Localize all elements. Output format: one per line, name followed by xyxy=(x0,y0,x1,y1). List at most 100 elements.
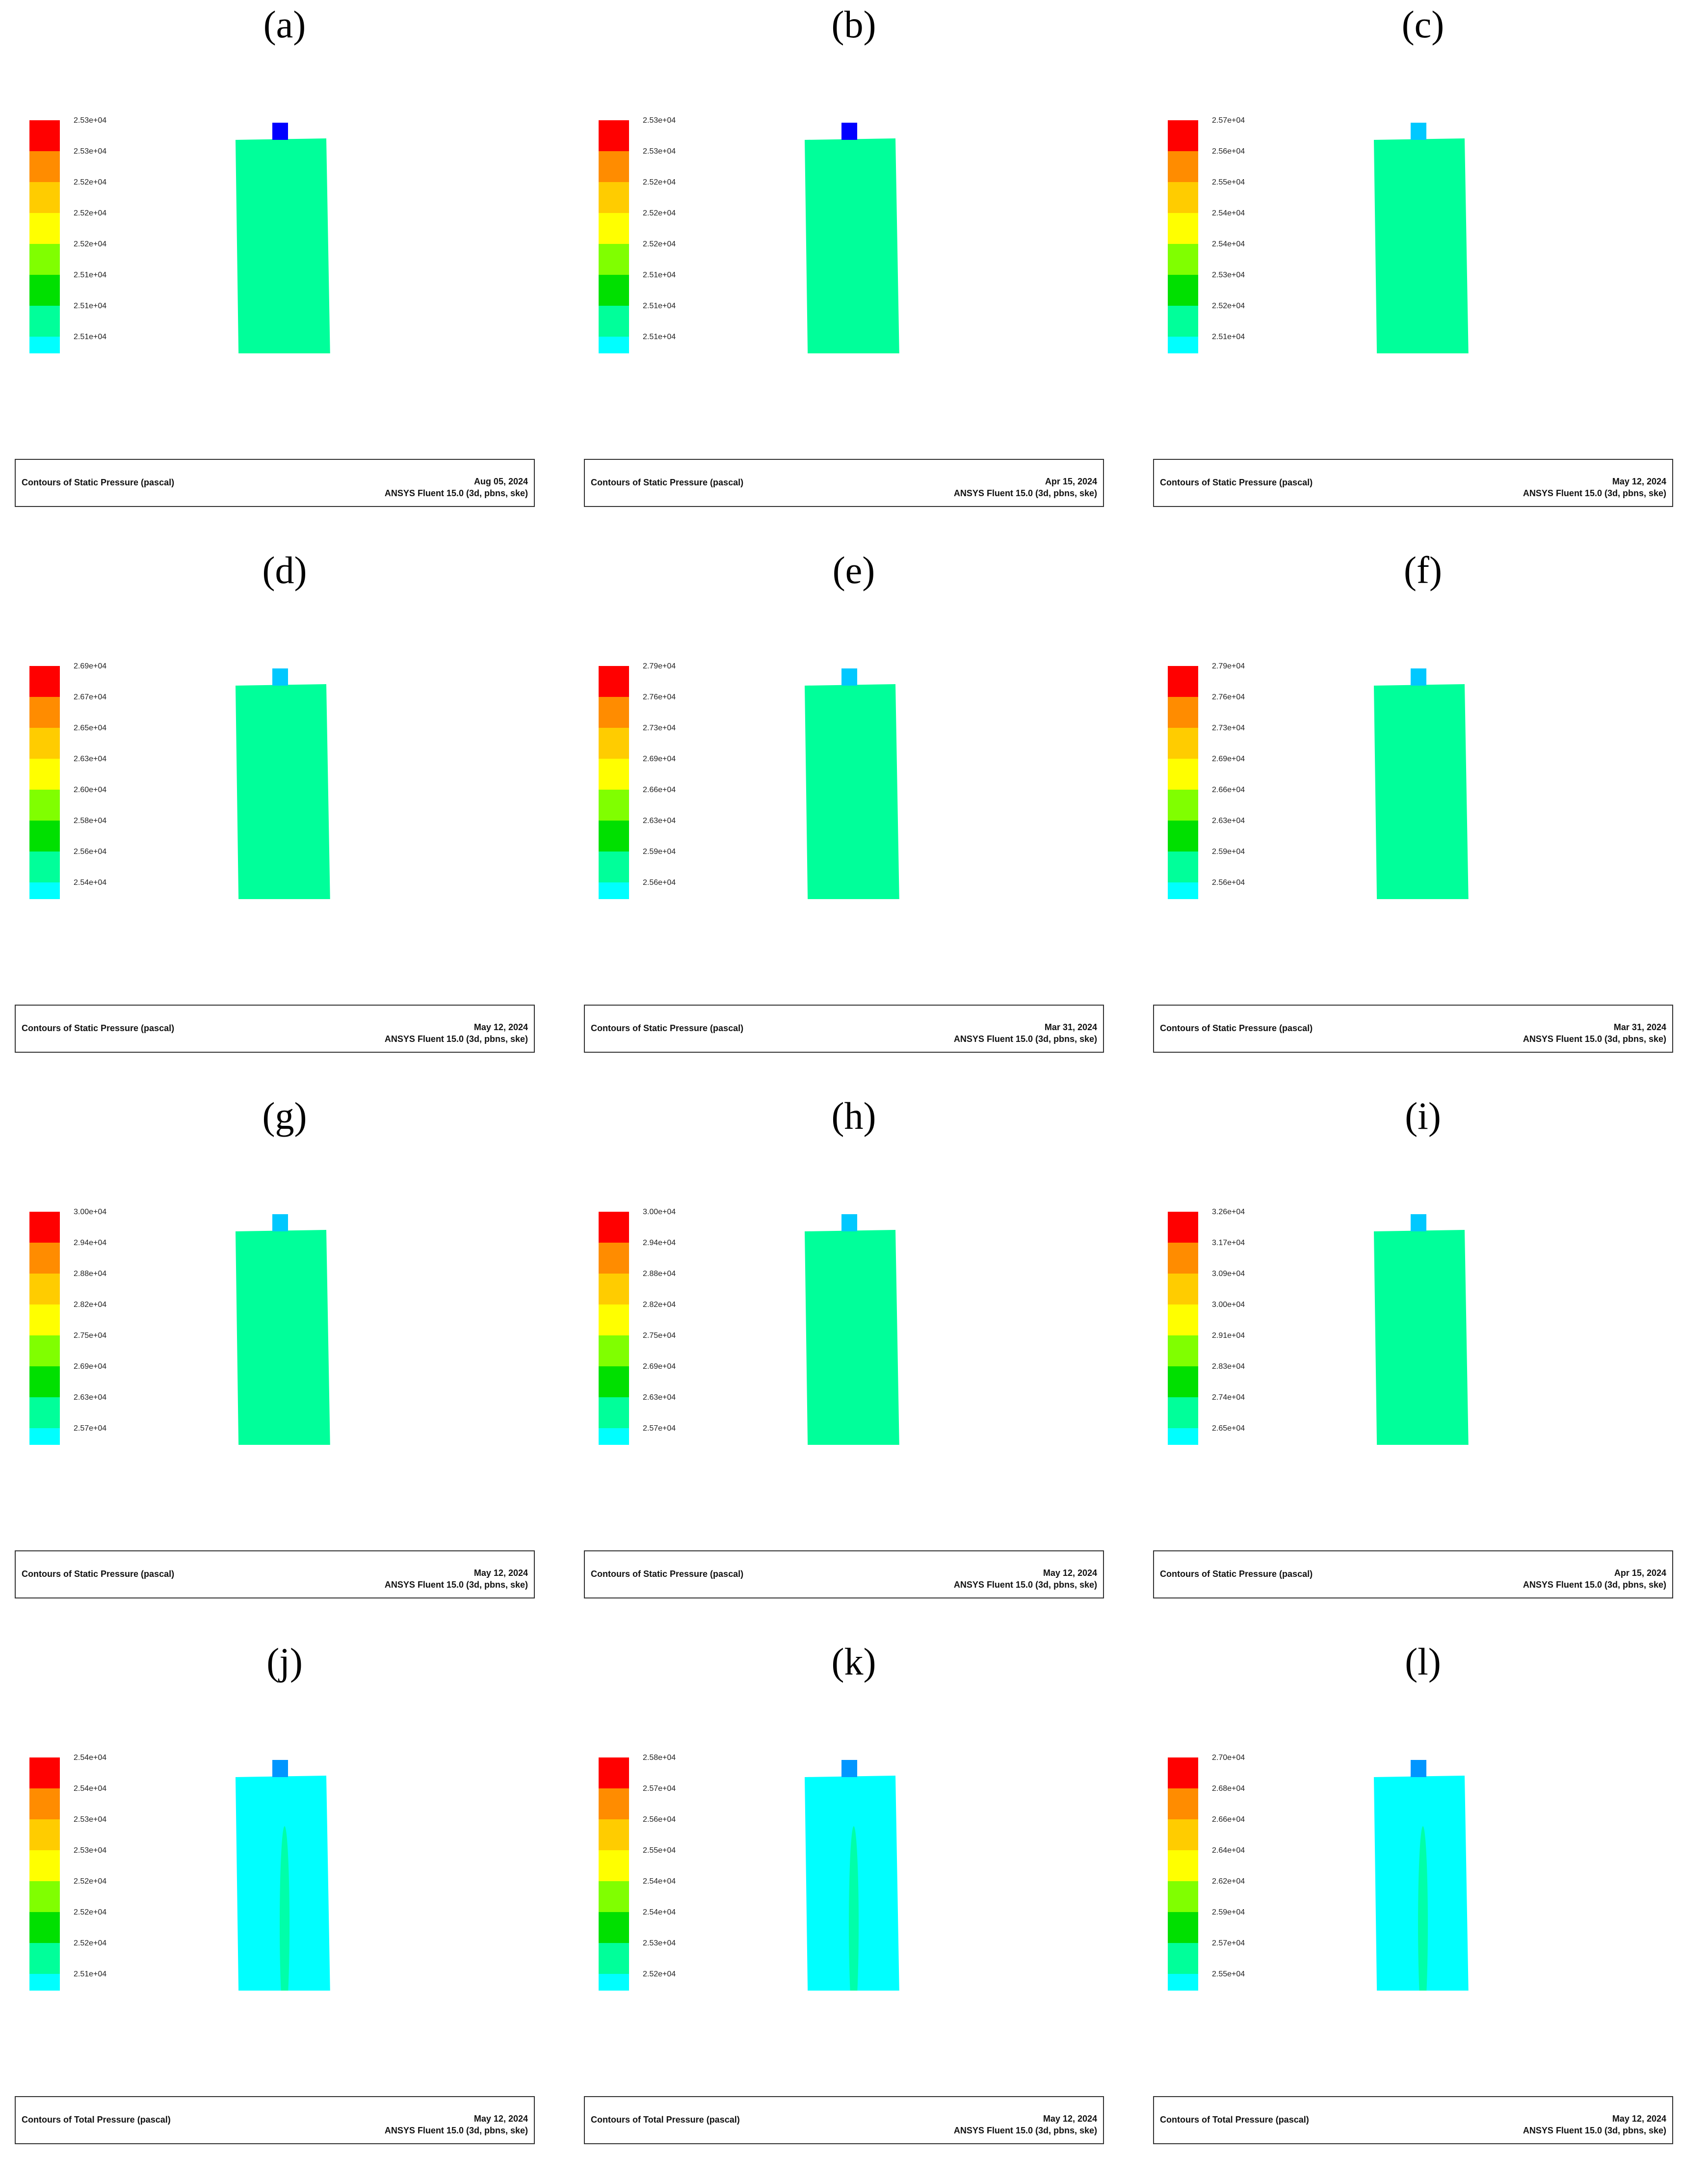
contour-plot: 2.54e+04 2.54e+04 2.53e+04 2.53e+04 2.52e+04… xyxy=(29,1754,330,1991)
inlet-nozzle xyxy=(1411,123,1426,140)
legend-tick-label: 2.63e+04 xyxy=(1212,817,1245,825)
legend-tick-label: 2.66e+04 xyxy=(1212,1815,1245,1824)
legend-tick-label: 2.94e+04 xyxy=(643,1239,676,1247)
inlet-nozzle xyxy=(272,668,288,686)
legend-tick-label: 2.53e+04 xyxy=(74,147,106,156)
legend-tick-label: 2.64e+04 xyxy=(1212,1846,1245,1855)
legend-tick-label: 2.60e+04 xyxy=(74,786,106,794)
flow-plume xyxy=(280,1826,289,1991)
legend-tick-label: 2.63e+04 xyxy=(74,755,106,763)
legend-color-block xyxy=(29,1757,60,1788)
run-date: Apr 15, 2024 xyxy=(1614,1568,1666,1578)
legend-tick-label: 2.91e+04 xyxy=(1212,1331,1245,1340)
run-date: Aug 05, 2024 xyxy=(473,477,528,486)
legend-color-block xyxy=(1168,1335,1198,1366)
contour-title: Contours of Total Pressure (pascal) xyxy=(1160,2115,1309,2125)
legend-color-block xyxy=(1168,1881,1198,1912)
panel-b: (b) 2.53e+04 2.53e+04 2.52e+04 2.52e+04 2.52e… xyxy=(569,0,1138,545)
legend-color-block xyxy=(599,882,629,899)
legend-color-block xyxy=(29,1974,60,1991)
legend-color-block xyxy=(599,1850,629,1881)
legend-tick-label: 2.76e+04 xyxy=(1212,693,1245,701)
legend-color-block xyxy=(1168,852,1198,882)
legend-color-block xyxy=(599,244,629,275)
legend-tick-label: 2.58e+04 xyxy=(74,817,106,825)
legend-tick-label: 3.26e+04 xyxy=(1212,1208,1245,1216)
contour-title: Contours of Static Pressure (pascal) xyxy=(22,478,175,487)
panel-label: (f) xyxy=(1404,549,1442,591)
legend-color-block xyxy=(1168,790,1198,821)
legend-tick-label: 2.54e+04 xyxy=(74,878,106,887)
inlet-nozzle xyxy=(841,123,857,140)
legend-color-block xyxy=(29,151,60,182)
legend-color-block xyxy=(29,1912,60,1943)
legend-tick-label: 2.56e+04 xyxy=(643,878,676,887)
plot-info-box: Contours of Static Pressure (pascal) Mar … xyxy=(1153,1005,1673,1053)
legend-color-block xyxy=(599,1243,629,1274)
legend-tick-label: 2.69e+04 xyxy=(643,755,676,763)
legend-color-block xyxy=(29,666,60,697)
software-version: ANSYS Fluent 15.0 (3d, pbns, ske) xyxy=(1523,1580,1666,1590)
legend-tick-label: 2.51e+04 xyxy=(643,302,676,310)
contour-figure: 2.58e+04 2.57e+04 2.56e+04 2.55e+04 2.54e+04… xyxy=(569,1735,1138,2167)
panel-label: (l) xyxy=(1405,1640,1441,1683)
contour-title: Contours of Static Pressure (pascal) xyxy=(591,478,744,487)
legend-tick-label: 2.63e+04 xyxy=(643,1393,676,1402)
legend-tick-label: 2.79e+04 xyxy=(1212,662,1245,670)
legend-tick-label: 2.62e+04 xyxy=(1212,1877,1245,1886)
chamber-body xyxy=(1374,138,1469,353)
legend-tick-label: 2.79e+04 xyxy=(643,662,676,670)
contour-plot: 2.79e+04 2.76e+04 2.73e+04 2.69e+04 2.66e+04… xyxy=(599,662,899,899)
legend-color-block xyxy=(29,244,60,275)
legend-color-block xyxy=(1168,1850,1198,1881)
software-version: ANSYS Fluent 15.0 (3d, pbns, ske) xyxy=(1523,2126,1666,2135)
legend-tick-label: 2.51e+04 xyxy=(1212,333,1245,341)
plot-info-box: Contours of Static Pressure (pascal) Aug … xyxy=(15,459,535,507)
legend-color-block xyxy=(1168,1819,1198,1850)
legend-color-block xyxy=(1168,1912,1198,1943)
legend-tick-label: 2.57e+04 xyxy=(74,1424,106,1433)
software-version: ANSYS Fluent 15.0 (3d, pbns, ske) xyxy=(384,2126,528,2135)
legend-tick-label: 2.88e+04 xyxy=(643,1270,676,1278)
legend-tick-label: 2.67e+04 xyxy=(74,693,106,701)
run-date: Mar 31, 2024 xyxy=(1613,1022,1666,1032)
legend-color-block xyxy=(29,1428,60,1445)
legend-tick-label: 2.55e+04 xyxy=(1212,178,1245,186)
legend-tick-label: 2.54e+04 xyxy=(643,1877,676,1886)
inlet-nozzle xyxy=(272,123,288,140)
legend-color-block xyxy=(29,275,60,306)
legend-tick-label: 2.53e+04 xyxy=(74,1815,106,1824)
legend-tick-label: 2.73e+04 xyxy=(643,724,676,732)
legend-color-block xyxy=(599,1304,629,1335)
legend-color-block xyxy=(1168,182,1198,213)
contour-title: Contours of Total Pressure (pascal) xyxy=(22,2115,171,2125)
panel-label: (h) xyxy=(831,1094,876,1137)
legend-color-block xyxy=(599,275,629,306)
legend-color-block xyxy=(29,1943,60,1974)
chamber-body xyxy=(1374,1230,1469,1445)
plot-info-box: Contours of Total Pressure (pascal) May 1… xyxy=(1153,2096,1673,2144)
legend-color-block xyxy=(599,759,629,790)
legend-tick-label: 2.56e+04 xyxy=(74,848,106,856)
legend-tick-label: 2.53e+04 xyxy=(1212,271,1245,279)
contour-title: Contours of Static Pressure (pascal) xyxy=(22,1569,175,1579)
contour-figure: 2.69e+04 2.67e+04 2.65e+04 2.63e+04 2.60e+04… xyxy=(0,644,569,1076)
run-date: May 12, 2024 xyxy=(473,1568,528,1578)
contour-figure: 3.00e+04 2.94e+04 2.88e+04 2.82e+04 2.75e+04… xyxy=(569,1190,1138,1622)
contour-plot: 2.57e+04 2.56e+04 2.55e+04 2.54e+04 2.54e+04… xyxy=(1168,116,1469,353)
panel-label: (k) xyxy=(831,1640,876,1683)
chamber-body xyxy=(805,1230,899,1445)
run-date: May 12, 2024 xyxy=(473,2114,528,2124)
legend-color-block xyxy=(1168,1974,1198,1991)
legend-tick-label: 2.69e+04 xyxy=(1212,755,1245,763)
legend-tick-label: 2.52e+04 xyxy=(74,178,106,186)
contour-plot: 3.00e+04 2.94e+04 2.88e+04 2.82e+04 2.75e+04… xyxy=(599,1208,899,1445)
inlet-nozzle xyxy=(1411,1760,1426,1777)
legend-color-block xyxy=(599,1912,629,1943)
chamber-body xyxy=(805,684,899,899)
legend-color-block xyxy=(29,182,60,213)
legend-tick-label: 2.52e+04 xyxy=(643,178,676,186)
legend-color-block xyxy=(1168,151,1198,182)
legend-color-block xyxy=(29,1243,60,1274)
plot-info-box: Contours of Static Pressure (pascal) Apr … xyxy=(1153,1550,1673,1598)
